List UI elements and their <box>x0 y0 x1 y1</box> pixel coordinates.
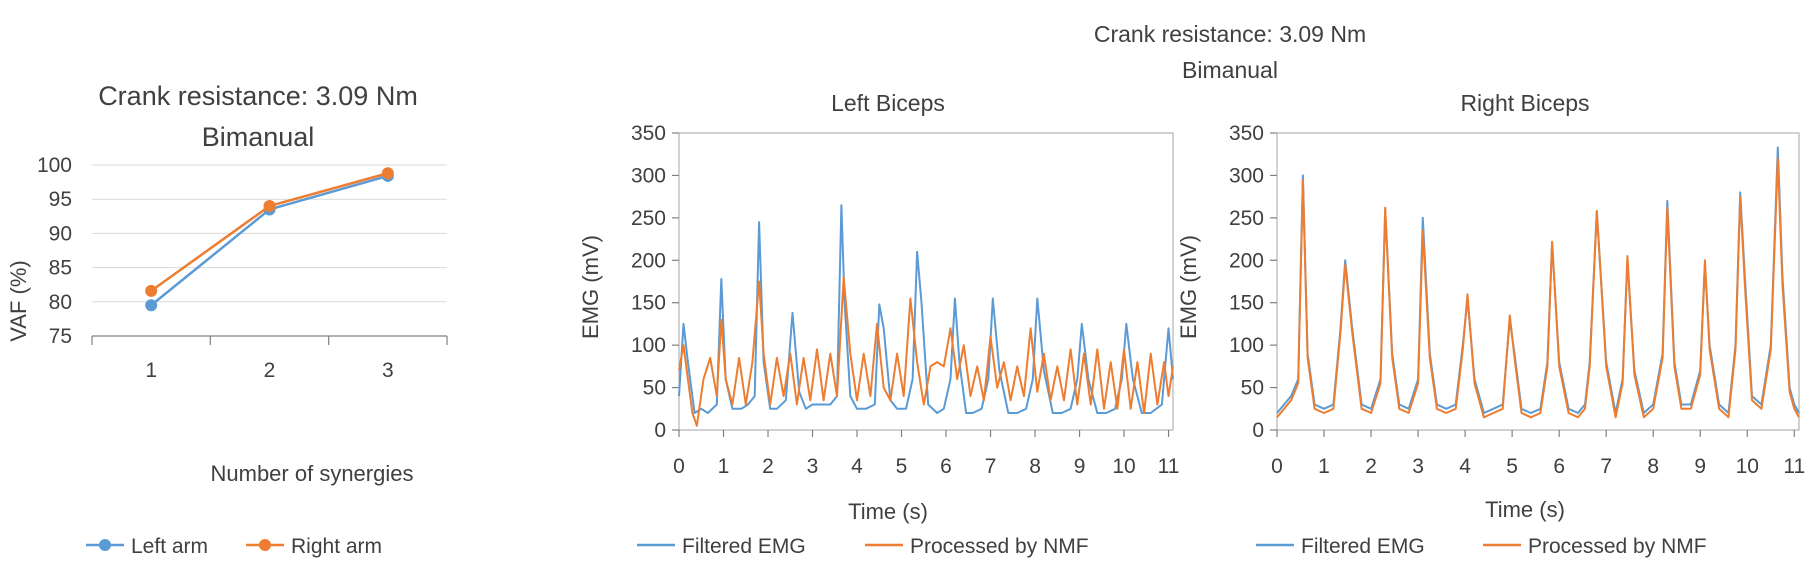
left-biceps-y-tick-label: 350 <box>631 122 666 145</box>
vaf-x-tick-label: 2 <box>264 359 276 382</box>
left-biceps-x-tick-label: 6 <box>940 455 952 478</box>
left-biceps-processed-nmf-line <box>678 276 1174 427</box>
right-biceps-y-tick-label: 350 <box>1229 122 1264 145</box>
right-biceps-x-tick-label: 0 <box>1271 455 1283 478</box>
right-biceps-y-tick-label: 200 <box>1229 249 1264 272</box>
right-biceps-series <box>1276 146 1800 419</box>
left-biceps-chart: Left Biceps 0 50 100 150 200 250 300 350 0 1 2 3 4 5 6… <box>578 90 1179 558</box>
right-biceps-x-tick-label: 10 <box>1736 455 1759 478</box>
right-biceps-y-tick-label: 150 <box>1229 292 1264 315</box>
left-biceps-y-axis-title: EMG (mV) <box>578 235 603 339</box>
vaf-legend: Left arm Right arm <box>86 535 382 558</box>
vaf-y-tick-label: 80 <box>49 291 72 314</box>
left-biceps-y-tick-label: 300 <box>631 164 666 187</box>
vaf-data-point <box>145 284 158 297</box>
left-biceps-x-axis-title: Time (s) <box>848 499 928 524</box>
right-biceps-y-tick-label: 0 <box>1252 419 1264 442</box>
left-biceps-y-tick-label: 150 <box>631 292 666 315</box>
vaf-y-tick-label: 85 <box>49 257 72 280</box>
right-biceps-processed-nmf-line <box>1276 157 1800 419</box>
left-biceps-y-tick-label: 0 <box>654 419 666 442</box>
right-biceps-x-tick-label: 9 <box>1694 455 1706 478</box>
left-biceps-axes: 0 50 100 150 200 250 300 350 0 1 2 3 4 5 6 7 8 9 10 11 <box>631 122 1180 478</box>
left-biceps-x-tick-label: 9 <box>1074 455 1086 478</box>
right-biceps-x-tick-label: 8 <box>1647 455 1659 478</box>
left-biceps-x-tick-label: 8 <box>1029 455 1041 478</box>
vaf-chart: Crank resistance: 3.09 Nm Bimanual 75 80 8… <box>6 81 448 558</box>
left-biceps-series <box>678 204 1174 427</box>
right-biceps-y-tick-label: 250 <box>1229 207 1264 230</box>
left-biceps-x-tick-label: 10 <box>1112 455 1135 478</box>
left-biceps-x-tick-label: 0 <box>673 455 685 478</box>
right-biceps-y-tick-label: 300 <box>1229 164 1264 187</box>
right-biceps-x-tick-label: 11 <box>1783 455 1805 478</box>
vaf-chart-title: Crank resistance: 3.09 Nm <box>98 81 418 111</box>
left-biceps-x-tick-label: 5 <box>896 455 908 478</box>
vaf-y-tick-label: 95 <box>49 188 72 211</box>
vaf-axes: 75 80 85 90 95 100 1 2 3 <box>37 154 448 382</box>
right-biceps-x-axis-title: Time (s) <box>1485 497 1565 522</box>
vaf-chart-subtitle: Bimanual <box>202 122 315 152</box>
vaf-y-tick-label: 90 <box>49 222 72 245</box>
legend-label: Filtered EMG <box>682 535 806 558</box>
left-biceps-legend: Filtered EMG Processed by NMF <box>637 535 1089 558</box>
right-biceps-chart: Right Biceps 0 50 100 150 200 250 300 350 0 1 2 3 4 5… <box>1176 90 1805 558</box>
right-biceps-x-tick-label: 1 <box>1318 455 1330 478</box>
vaf-y-tick-label: 75 <box>49 325 72 348</box>
legend-marker <box>259 539 271 551</box>
vaf-data-point <box>263 200 276 213</box>
vaf-x-tick-label: 1 <box>145 359 157 382</box>
vaf-series <box>145 167 394 312</box>
vaf-x-axis-title: Number of synergies <box>211 461 414 486</box>
left-biceps-filtered-emg-line <box>678 204 1174 414</box>
figure-subtitle: Bimanual <box>1182 57 1278 83</box>
right-biceps-plot-border <box>1276 132 1800 431</box>
right-biceps-y-tick-label: 100 <box>1229 334 1264 357</box>
vaf-series-line-left-arm <box>150 174 389 307</box>
figure-title: Crank resistance: 3.09 Nm <box>1094 21 1366 47</box>
left-biceps-y-tick-label: 250 <box>631 207 666 230</box>
legend-label: Processed by NMF <box>1528 535 1707 558</box>
right-biceps-x-tick-label: 5 <box>1506 455 1518 478</box>
right-biceps-legend: Filtered EMG Processed by NMF <box>1256 535 1707 558</box>
right-biceps-x-tick-label: 3 <box>1412 455 1424 478</box>
right-biceps-x-tick-label: 7 <box>1600 455 1612 478</box>
right-biceps-y-axis-title: EMG (mV) <box>1176 235 1201 339</box>
left-biceps-x-tick-label: 3 <box>807 455 819 478</box>
vaf-y-tick-label: 100 <box>37 154 72 177</box>
vaf-data-point <box>381 167 394 180</box>
right-biceps-x-tick-label: 4 <box>1459 455 1471 478</box>
vaf-data-point <box>145 299 158 312</box>
legend-label: Processed by NMF <box>910 535 1089 558</box>
left-biceps-x-tick-label: 11 <box>1158 455 1180 478</box>
right-biceps-axes: 0 50 100 150 200 250 300 350 0 1 2 3 4 5 6 7 8 9 10 11 <box>1229 122 1805 478</box>
left-biceps-title: Left Biceps <box>831 90 945 116</box>
vaf-x-tick-label: 3 <box>382 359 394 382</box>
left-biceps-plot-border <box>678 132 1174 431</box>
right-biceps-filtered-emg-line <box>1276 146 1800 414</box>
left-biceps-x-tick-label: 7 <box>985 455 997 478</box>
legend-label: Left arm <box>131 535 208 558</box>
vaf-series-line-right-arm <box>150 172 389 292</box>
vaf-gridlines <box>92 164 447 303</box>
left-biceps-x-tick-label: 4 <box>851 455 863 478</box>
left-biceps-y-tick-label: 50 <box>643 377 666 400</box>
right-biceps-y-tick-label: 50 <box>1241 377 1264 400</box>
right-biceps-x-tick-label: 6 <box>1553 455 1565 478</box>
left-biceps-y-tick-label: 100 <box>631 334 666 357</box>
right-biceps-x-tick-label: 2 <box>1365 455 1377 478</box>
legend-marker <box>99 539 111 551</box>
left-biceps-x-tick-label: 1 <box>718 455 730 478</box>
legend-label: Right arm <box>291 535 382 558</box>
vaf-y-axis-title: VAF (%) <box>6 260 31 341</box>
left-biceps-x-tick-label: 2 <box>762 455 774 478</box>
legend-label: Filtered EMG <box>1301 535 1425 558</box>
left-biceps-y-tick-label: 200 <box>631 249 666 272</box>
right-biceps-title: Right Biceps <box>1460 90 1589 116</box>
